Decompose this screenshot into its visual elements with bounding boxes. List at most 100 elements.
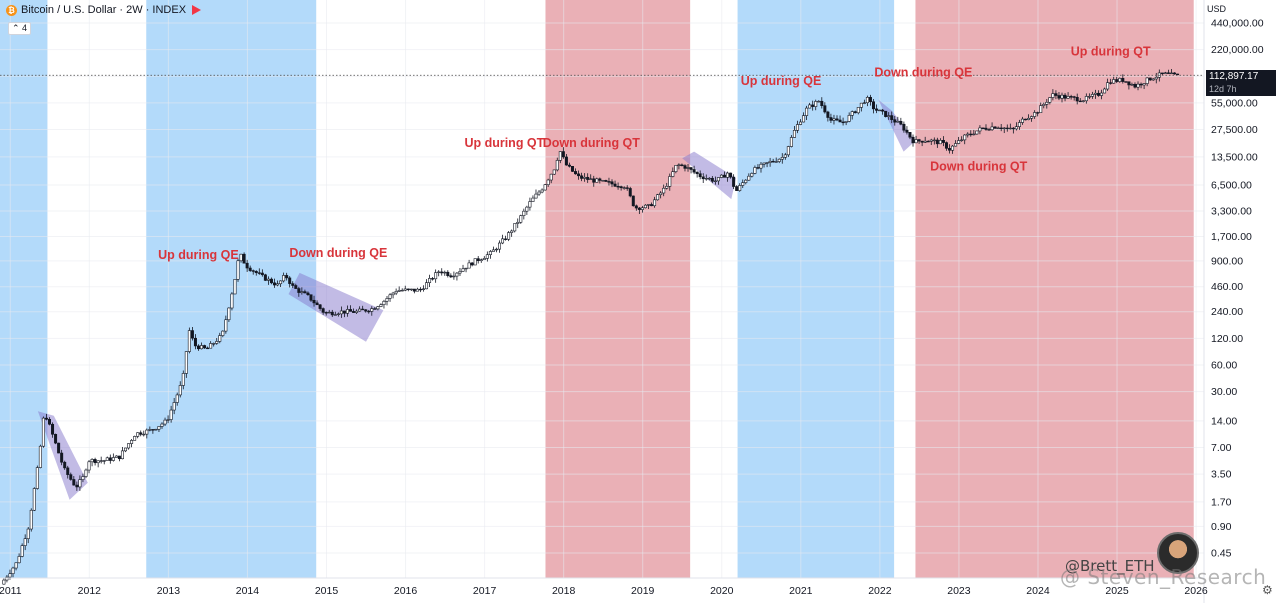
candle-body (1118, 78, 1122, 82)
candle-body (540, 189, 544, 193)
qe-period (737, 0, 895, 578)
candle-body (741, 182, 745, 186)
candle-body (944, 142, 948, 149)
candle-body (1011, 127, 1015, 130)
candle-body (1069, 96, 1073, 98)
candle-body (567, 164, 571, 167)
bitcoin-icon: ₿ (6, 4, 17, 16)
candle-body (230, 293, 234, 309)
candle-body (1005, 127, 1009, 130)
candle-body (1148, 77, 1152, 81)
candle-body (577, 173, 581, 177)
candle-body (729, 172, 733, 178)
candle-body (342, 310, 346, 314)
candle-body (862, 102, 866, 104)
candle-body (1075, 96, 1079, 102)
candle-body (1072, 96, 1076, 98)
candle-body (1024, 118, 1028, 121)
candle-body (692, 169, 696, 173)
candle-body (233, 279, 237, 295)
candle-body (300, 291, 304, 293)
price-tick-label: 3.50 (1211, 469, 1232, 481)
candle-body (750, 173, 754, 177)
candle-body (14, 562, 18, 569)
settings-gear-icon[interactable]: ⚙ (1262, 583, 1273, 597)
candle-body (662, 187, 666, 194)
candle-body (604, 180, 608, 182)
candle-body (130, 440, 134, 444)
candle-body (592, 178, 596, 183)
candle-body (44, 417, 48, 420)
candle-body (498, 242, 502, 250)
candle-body (519, 215, 523, 223)
candle-body (756, 167, 760, 169)
candle-body (1106, 82, 1110, 90)
annotation-label: Down during QT (543, 136, 641, 150)
decline-channel (878, 99, 916, 152)
candle-body (1100, 92, 1104, 96)
candle-body (802, 115, 806, 123)
candle-body (996, 127, 1000, 130)
candle-body (251, 270, 255, 272)
candle-body (838, 119, 842, 123)
candle-body (674, 165, 678, 172)
price-tick-label: 6,500.00 (1211, 179, 1252, 191)
candle-body (139, 432, 143, 435)
candle-body (701, 176, 705, 180)
candle-body (531, 197, 535, 202)
candle-body (1030, 116, 1034, 119)
candle-body (397, 290, 401, 292)
candle-body (373, 308, 377, 310)
candle-body (166, 419, 170, 421)
currency-label[interactable]: USD (1207, 4, 1227, 14)
candle-body (826, 111, 830, 118)
candle-body (425, 282, 429, 290)
candle-body (768, 160, 772, 163)
candle-body (683, 165, 687, 169)
candle-body (51, 423, 55, 435)
candle-body (558, 151, 562, 161)
candle-body (522, 210, 526, 216)
candle-body (96, 460, 100, 464)
candle-body (789, 137, 793, 147)
candle-body (163, 419, 167, 425)
candle-body (856, 107, 860, 114)
candle-body (282, 275, 286, 282)
candle-body (987, 129, 991, 131)
candle-body (279, 280, 283, 285)
candle-body (777, 158, 781, 162)
candle-body (510, 230, 514, 233)
price-tick-label: 0.45 (1211, 548, 1232, 560)
price-tick-label: 13,500.00 (1211, 151, 1258, 163)
time-tick-label: 2017 (473, 585, 497, 597)
flag-icon[interactable] (192, 5, 202, 15)
candle-body (431, 278, 435, 280)
candle-body (99, 460, 103, 462)
candle-body (899, 120, 903, 125)
candle-body (1121, 78, 1125, 82)
symbol-header[interactable]: ₿ Bitcoin / U.S. Dollar · 2W · INDEX (6, 4, 202, 16)
candle-body (48, 418, 52, 425)
symbol-title[interactable]: Bitcoin / U.S. Dollar · 2W · INDEX (21, 4, 187, 16)
candle-body (20, 545, 24, 557)
candle-body (93, 459, 97, 464)
candles (2, 68, 1180, 585)
candle-body (136, 432, 140, 437)
candle-body (212, 343, 216, 345)
candle-body (455, 272, 459, 277)
price-tick-label: 3,300.00 (1211, 206, 1252, 218)
candle-body (355, 310, 359, 313)
candle-body (111, 457, 115, 461)
candle-body (695, 171, 699, 175)
time-tick-label: 2025 (1105, 585, 1129, 597)
candle-body (285, 275, 289, 279)
candle-body (850, 111, 854, 116)
candle-body (78, 479, 82, 488)
annotation-label: Down during QT (930, 159, 1028, 173)
indicator-toggle[interactable]: ⌃ 4 (8, 22, 32, 35)
candle-body (1081, 100, 1085, 102)
candle-body (589, 178, 593, 180)
candle-body (805, 107, 809, 116)
